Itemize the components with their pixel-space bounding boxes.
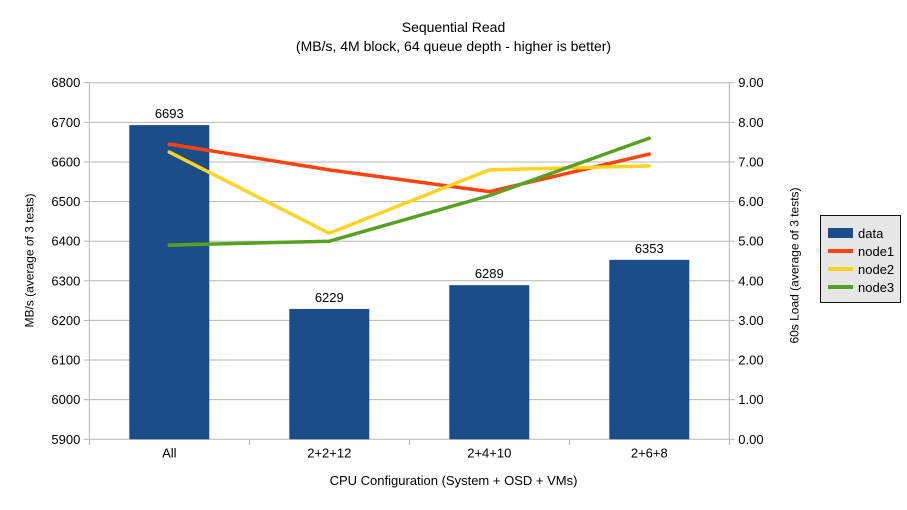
legend-item-node1: node1 [828, 242, 900, 260]
y2-axis-tick-label: 6.00 [738, 194, 763, 209]
y-axis-tick-label: 5900 [51, 432, 80, 447]
chart-subtitle: (MB/s, 4M block, 64 queue depth - higher… [295, 38, 612, 54]
y-axis-tick-label: 6400 [51, 234, 80, 249]
bar-data [449, 285, 530, 440]
bar-data [289, 308, 370, 440]
y-axis-tick-label: 6800 [51, 75, 80, 90]
line-node3 [167, 136, 652, 247]
chart-title: Sequential Read [401, 19, 506, 35]
legend-label: data [858, 225, 884, 241]
x-axis-category-label: All [162, 445, 177, 460]
legend-label: node2 [858, 261, 895, 277]
y2-axis-tick-label: 5.00 [738, 234, 763, 249]
y-axis-tick-label: 6100 [51, 353, 80, 368]
y2-axis-tick-label: 3.00 [738, 313, 763, 328]
y-axis-tick-label: 6300 [51, 273, 80, 288]
y-axis-tick-label: 6500 [51, 194, 80, 209]
bar-data [609, 259, 690, 440]
x-axis-title: CPU Configuration (System + OSD + VMs) [329, 473, 578, 488]
y-axis-tick-label: 6000 [51, 392, 80, 407]
legend-swatch-node2 [828, 267, 853, 271]
legend-swatch-node1 [828, 249, 853, 253]
x-axis-category-label: 2+4+10 [467, 445, 511, 460]
y-axis-tick-label: 6200 [51, 313, 80, 328]
bar-value-label: 6289 [475, 266, 504, 281]
legend: data node1 node2 node3 [820, 215, 901, 303]
y2-axis-tick-label: 2.00 [738, 353, 763, 368]
y2-axis-tick-label: 0.00 [738, 432, 763, 447]
legend-item-data: data [828, 224, 900, 242]
legend-item-node3: node3 [828, 278, 900, 296]
bar-value-label: 6693 [155, 106, 184, 121]
y2-axis-tick-label: 4.00 [738, 273, 763, 288]
line-node1 [167, 142, 652, 194]
y2-axis-tick-label: 7.00 [738, 154, 763, 169]
bar-value-label: 6353 [635, 241, 664, 256]
y-axis-tick-label: 6600 [51, 154, 80, 169]
y-axis-tick-label: 6700 [51, 115, 80, 130]
legend-swatch-node3 [828, 285, 853, 289]
y2-axis-tick-label: 8.00 [738, 115, 763, 130]
legend-item-node2: node2 [828, 260, 900, 278]
legend-label: node3 [858, 279, 895, 295]
legend-label: node1 [858, 243, 895, 259]
y2-axis-tick-label: 9.00 [738, 75, 763, 90]
legend-swatch-data [828, 228, 853, 238]
bar-data [129, 125, 210, 440]
x-axis-category-label: 2+6+8 [631, 445, 668, 460]
y2-axis-tick-label: 1.00 [738, 392, 763, 407]
bar-value-label: 6229 [315, 290, 344, 305]
x-axis-category-label: 2+2+12 [307, 445, 351, 460]
